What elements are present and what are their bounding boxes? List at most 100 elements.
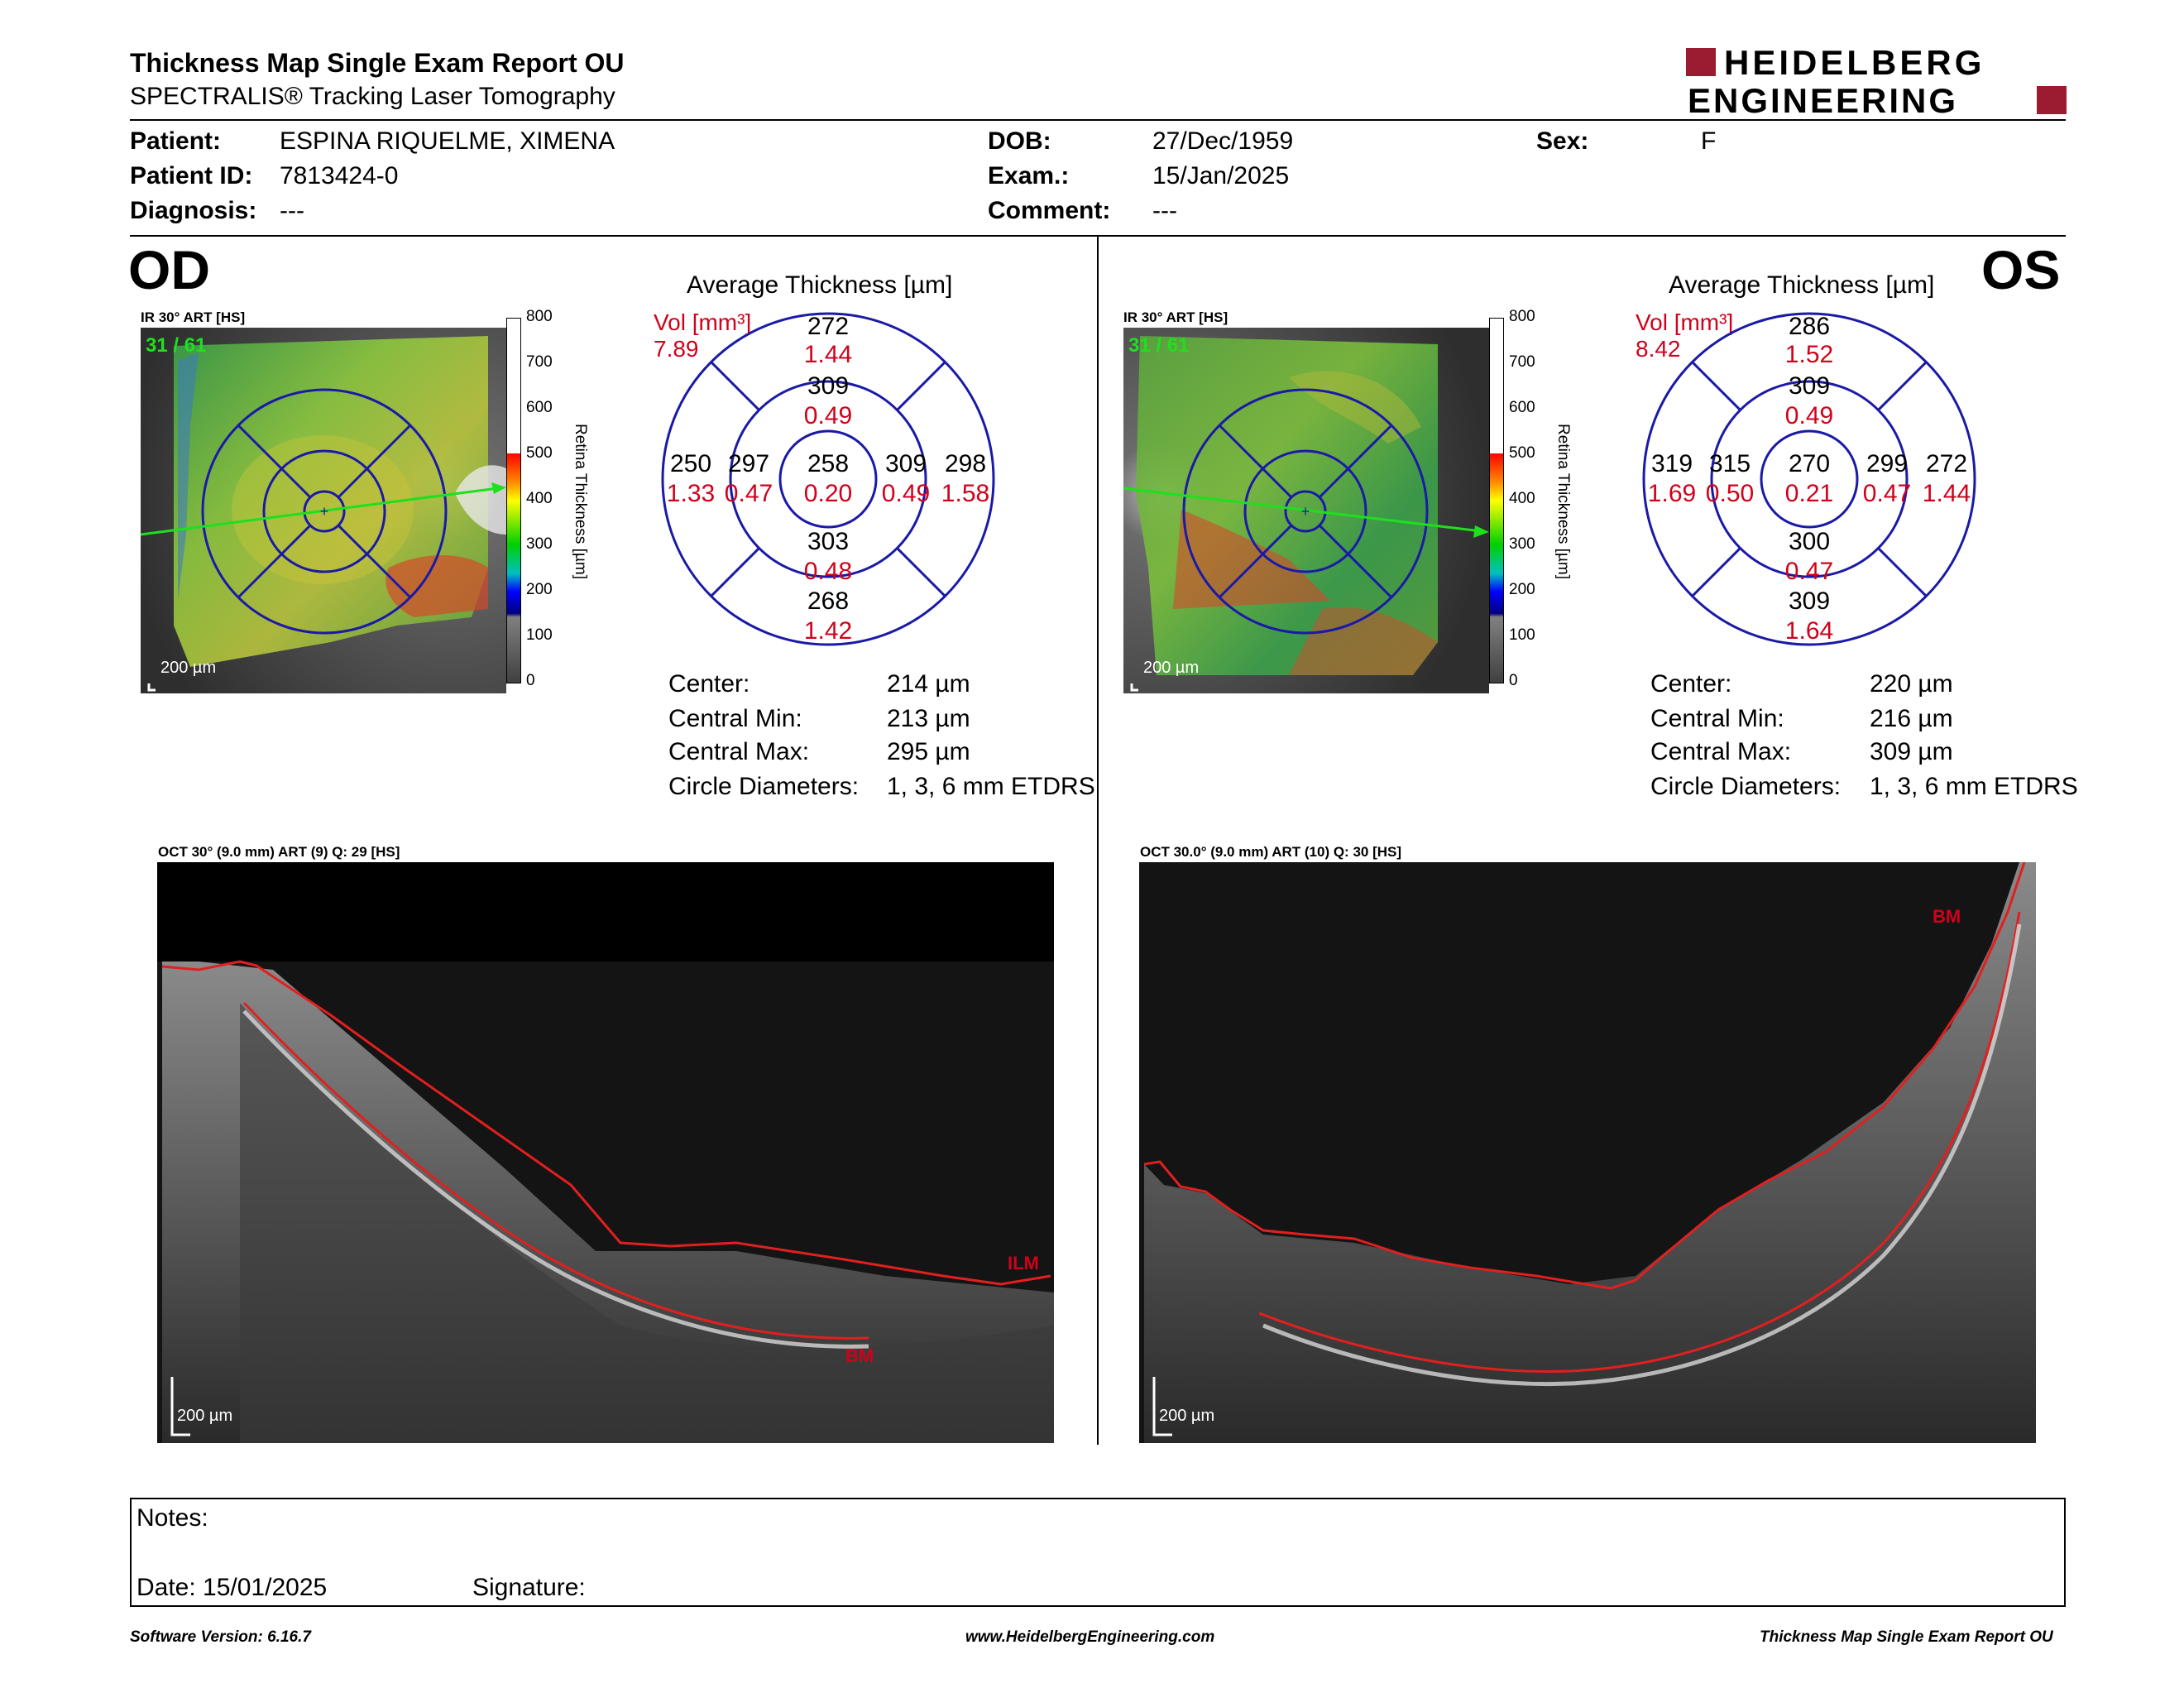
patient-rule bbox=[130, 235, 2066, 237]
od-tick: 200 bbox=[526, 581, 553, 598]
header-rule bbox=[130, 119, 2066, 121]
os-inner-right-thickness: 299 bbox=[1866, 450, 1909, 477]
od-stat-min-value: 213 µm bbox=[887, 705, 970, 732]
os-tick: 300 bbox=[1509, 535, 1535, 553]
svg-text:+: + bbox=[1301, 503, 1310, 520]
od-bm-label: BM bbox=[845, 1345, 874, 1366]
os-inner-top-thickness: 309 bbox=[1788, 372, 1831, 400]
os-inner-left-thickness: 315 bbox=[1708, 450, 1751, 477]
od-inner-bottom-thickness: 303 bbox=[807, 528, 850, 555]
diagnosis-label: Diagnosis: bbox=[130, 197, 257, 224]
os-center-volume: 0.21 bbox=[1784, 480, 1834, 507]
patient-label: Patient: bbox=[130, 127, 222, 155]
os-tick: 200 bbox=[1509, 581, 1535, 598]
od-inner-right-thickness: 309 bbox=[884, 450, 927, 477]
notes-box[interactable]: Notes: Date: 15/01/2025 Signature: bbox=[130, 1498, 2066, 1607]
od-outer-bottom-volume: 1.42 bbox=[803, 617, 853, 645]
od-stat-center-label: Center: bbox=[668, 670, 750, 698]
od-eye-label: OD bbox=[128, 239, 210, 300]
od-stat-diam-label: Circle Diameters: bbox=[668, 773, 860, 800]
os-inner-top-volume: 0.49 bbox=[1784, 402, 1834, 429]
os-outer-top-volume: 1.52 bbox=[1784, 341, 1834, 368]
sex-label: Sex: bbox=[1536, 127, 1589, 155]
od-ilm-label: ILM bbox=[1008, 1253, 1039, 1273]
signature-label: Signature: bbox=[472, 1574, 586, 1601]
od-inner-right-volume: 0.49 bbox=[881, 480, 931, 507]
os-inner-right-volume: 0.47 bbox=[1862, 480, 1912, 507]
od-vol-value: 7.89 bbox=[654, 336, 699, 362]
os-tick: 700 bbox=[1509, 353, 1535, 371]
exam-value: 15/Jan/2025 bbox=[1152, 162, 1290, 189]
od-thickness-map: + bbox=[141, 328, 506, 693]
od-tick: 400 bbox=[526, 490, 553, 507]
od-scale-ticks: 800 700 600 500 400 300 200 100 0 bbox=[526, 308, 568, 697]
od-frame-counter: 31 / 61 bbox=[146, 334, 207, 357]
os-frame-counter: 31 / 61 bbox=[1128, 334, 1190, 357]
od-avg-title: Average Thickness [µm] bbox=[687, 271, 953, 299]
patient-name: ESPINA RIQUELME, XIMENA bbox=[280, 127, 615, 155]
os-stat-diam-value: 1, 3, 6 mm ETDRS bbox=[1870, 773, 2078, 800]
os-outer-left-thickness: 319 bbox=[1650, 450, 1693, 477]
os-center-thickness: 270 bbox=[1788, 450, 1831, 477]
logo-line1: HEIDELBERG bbox=[1724, 43, 1985, 82]
sex-value: F bbox=[1701, 127, 1717, 155]
od-outer-top-thickness: 272 bbox=[807, 313, 850, 340]
od-center-thickness: 258 bbox=[807, 450, 850, 477]
od-etdrs-values: 272 1.44 309 0.49 250 1.33 297 0.47 258 … bbox=[659, 309, 998, 649]
diagnosis-value: --- bbox=[280, 197, 304, 224]
dob-label: DOB: bbox=[988, 127, 1051, 155]
od-inner-top-volume: 0.49 bbox=[803, 402, 853, 429]
od-inner-top-thickness: 309 bbox=[807, 372, 850, 400]
od-center-volume: 0.20 bbox=[803, 480, 853, 507]
od-outer-top-volume: 1.44 bbox=[803, 341, 853, 368]
os-outer-bottom-volume: 1.64 bbox=[1784, 617, 1834, 645]
os-outer-bottom-thickness: 309 bbox=[1788, 587, 1831, 615]
od-oct-scalebar-label: 200 µm bbox=[177, 1407, 233, 1425]
os-oct-bscan bbox=[1139, 862, 2036, 1443]
os-stat-center-label: Center: bbox=[1650, 670, 1732, 698]
od-oct-label: OCT 30° (9.0 mm) ART (9) Q: 29 [HS] bbox=[158, 844, 400, 860]
os-etdrs-grid bbox=[1642, 312, 1976, 646]
os-scalebar-label: 200 µm bbox=[1143, 659, 1200, 677]
od-scalebar-label: 200 µm bbox=[160, 659, 217, 677]
os-inner-bottom-thickness: 300 bbox=[1788, 528, 1831, 555]
os-vol-label: Vol [mm³] bbox=[1636, 309, 1734, 335]
os-tick: 400 bbox=[1509, 490, 1535, 507]
os-stat-diam-label: Circle Diameters: bbox=[1650, 773, 1842, 800]
patient-id-label: Patient ID: bbox=[130, 162, 253, 189]
od-tick: 500 bbox=[526, 444, 553, 462]
od-stat-max-value: 295 µm bbox=[887, 738, 970, 765]
os-avg-title: Average Thickness [µm] bbox=[1669, 271, 1935, 299]
od-outer-right-thickness: 298 bbox=[944, 450, 987, 477]
od-scale-label: Retina Thickness [µm] bbox=[572, 424, 589, 579]
heidelberg-logo: HEIDELBERG ENGINEERING bbox=[1686, 43, 2067, 117]
exam-label: Exam.: bbox=[988, 162, 1070, 189]
center-divider bbox=[1097, 237, 1099, 1445]
od-stat-center-value: 214 µm bbox=[887, 670, 970, 698]
os-thickness-map: + bbox=[1123, 328, 1489, 693]
od-tick: 700 bbox=[526, 353, 553, 371]
os-tick: 800 bbox=[1509, 308, 1535, 325]
od-stat-min-label: Central Min: bbox=[668, 705, 802, 732]
os-eye-label: OS bbox=[1981, 239, 2061, 300]
od-inner-bottom-volume: 0.48 bbox=[803, 558, 853, 585]
os-outer-top-thickness: 286 bbox=[1788, 313, 1831, 340]
od-outer-left-volume: 1.33 bbox=[666, 480, 716, 507]
report-title: Thickness Map Single Exam Report OU bbox=[130, 48, 625, 78]
os-outer-left-volume: 1.69 bbox=[1647, 480, 1697, 507]
os-stat-center-value: 220 µm bbox=[1870, 670, 1953, 698]
od-tick: 300 bbox=[526, 535, 553, 553]
od-vol-label: Vol [mm³] bbox=[654, 309, 752, 335]
os-bm-label: BM bbox=[1933, 906, 1961, 927]
os-color-scale bbox=[1489, 318, 1504, 683]
report-subtitle: SPECTRALIS® Tracking Laser Tomography bbox=[130, 83, 615, 110]
date-label: Date: 15/01/2025 bbox=[136, 1574, 328, 1601]
os-etdrs-values: 286 1.52 309 0.49 319 1.69 315 0.50 270 … bbox=[1640, 309, 1979, 649]
footer-website: www.HeidelbergEngineering.com bbox=[965, 1628, 1215, 1646]
os-oct-label: OCT 30.0° (9.0 mm) ART (10) Q: 30 [HS] bbox=[1140, 844, 1402, 860]
footer-report-name: Thickness Map Single Exam Report OU bbox=[1760, 1628, 2053, 1646]
os-tick: 500 bbox=[1509, 444, 1535, 462]
os-stat-max-label: Central Max: bbox=[1650, 738, 1792, 765]
footer-software-version: Software Version: 6.16.7 bbox=[130, 1628, 311, 1646]
os-inner-left-volume: 0.50 bbox=[1705, 480, 1755, 507]
